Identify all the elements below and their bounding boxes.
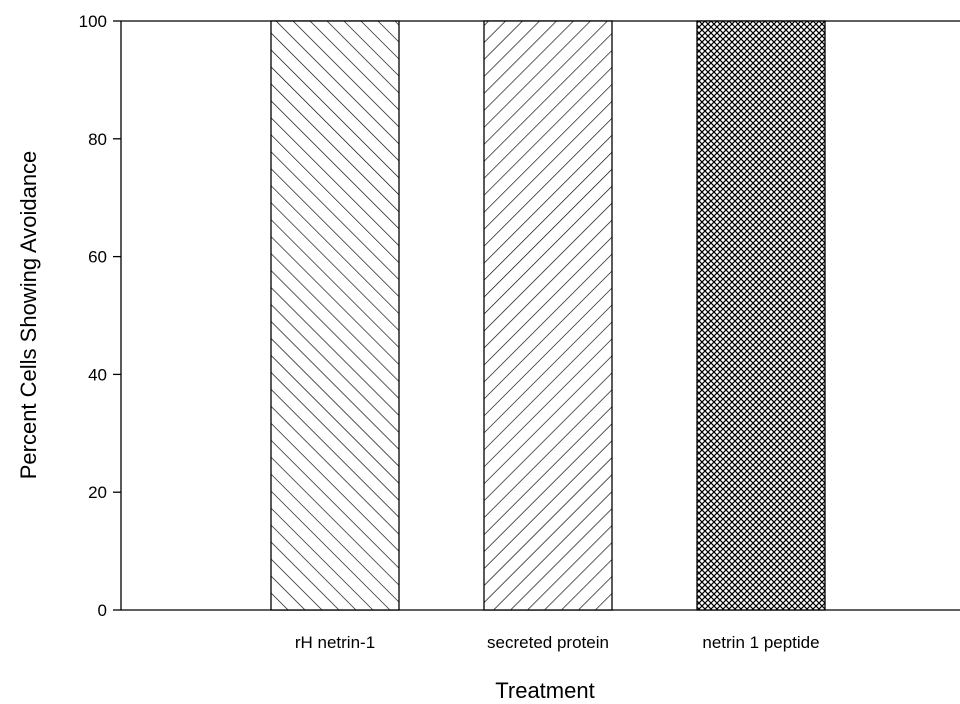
y-tick-label: 80 xyxy=(88,130,107,149)
bar-2 xyxy=(696,20,826,611)
bar-0 xyxy=(270,20,400,611)
x-category-label: netrin 1 peptide xyxy=(702,633,819,652)
y-tick-label: 100 xyxy=(79,12,107,31)
y-axis-title: Percent Cells Showing Avoidance xyxy=(16,151,41,480)
x-category-label: secreted protein xyxy=(487,633,609,652)
x-axis-labels: rH netrin-1 secreted protein netrin 1 pept… xyxy=(295,633,820,652)
x-axis-title: Treatment xyxy=(495,678,594,703)
bar-1 xyxy=(483,20,613,611)
y-tick-label: 40 xyxy=(88,365,107,384)
x-category-label: rH netrin-1 xyxy=(295,633,375,652)
y-axis-ticks: 0 20 40 60 80 100 xyxy=(79,12,121,620)
y-tick-label: 0 xyxy=(98,601,107,620)
y-tick-label: 20 xyxy=(88,483,107,502)
y-tick-label: 60 xyxy=(88,248,107,267)
bar-group xyxy=(270,20,826,611)
